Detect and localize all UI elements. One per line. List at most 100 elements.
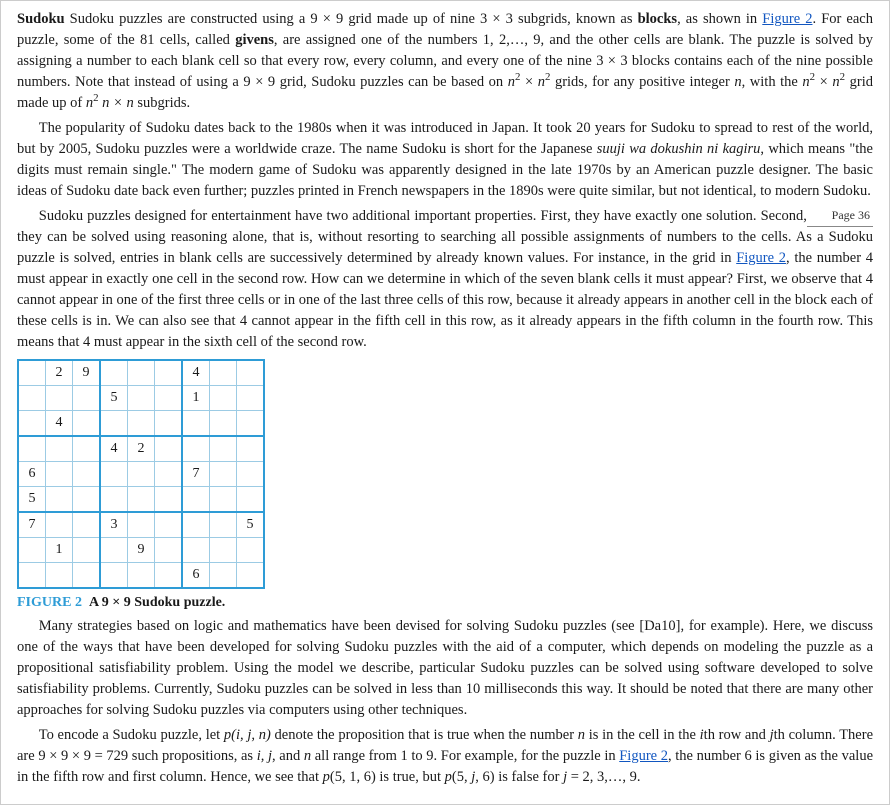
japanese-phrase: suuji wa dokushin ni kagiru: [597, 141, 761, 157]
run-in-heading: Sudoku: [17, 11, 65, 27]
sudoku-cell: [128, 386, 155, 411]
sudoku-cell: [46, 436, 73, 462]
prop-pijn: p(i, j, n): [224, 727, 271, 743]
sudoku-cell: [128, 462, 155, 487]
sudoku-cell: [210, 538, 237, 563]
sudoku-cell: 2: [46, 360, 73, 386]
sudoku-cell: [237, 436, 265, 462]
sudoku-cell: 4: [46, 411, 73, 437]
sudoku-cell: [155, 563, 183, 589]
sudoku-cell: [182, 487, 210, 513]
sudoku-cell: [210, 462, 237, 487]
sudoku-cell: [128, 411, 155, 437]
sudoku-cell: [18, 538, 46, 563]
term-givens: givens: [235, 32, 274, 48]
sudoku-cell: [155, 411, 183, 437]
para-properties: Page 36 Sudoku puzzles designed for ente…: [17, 206, 873, 353]
sudoku-cell: 2: [128, 436, 155, 462]
sudoku-cell: [155, 386, 183, 411]
sudoku-cell: [155, 487, 183, 513]
textbook-page: Sudoku Sudoku puzzles are constructed us…: [0, 0, 890, 805]
sudoku-cell: [155, 462, 183, 487]
sudoku-cell: [128, 563, 155, 589]
sudoku-cell: [100, 538, 128, 563]
sudoku-cell: [182, 538, 210, 563]
sudoku-cell: [73, 436, 101, 462]
sudoku-cell: [128, 487, 155, 513]
sudoku-cell: [73, 563, 101, 589]
sudoku-cell: [237, 563, 265, 589]
sudoku-cell: [155, 538, 183, 563]
page-number-badge: Page 36: [807, 206, 873, 226]
sudoku-cell: [46, 462, 73, 487]
sudoku-cell: [73, 512, 101, 538]
sudoku-cell: 1: [46, 538, 73, 563]
sudoku-cell: [46, 487, 73, 513]
sudoku-cell: [73, 462, 101, 487]
sudoku-cell: [100, 360, 128, 386]
sudoku-cell: [100, 462, 128, 487]
sudoku-cell: [182, 512, 210, 538]
sudoku-cell: [237, 386, 265, 411]
sudoku-cell: 4: [100, 436, 128, 462]
sudoku-cell: [210, 512, 237, 538]
sudoku-cell: [18, 360, 46, 386]
sudoku-cell: [100, 411, 128, 437]
sudoku-cell: [18, 436, 46, 462]
para-history: The popularity of Sudoku dates back to t…: [17, 118, 873, 202]
sudoku-cell: [73, 487, 101, 513]
sudoku-cell: [73, 411, 101, 437]
sudoku-cell: [100, 563, 128, 589]
sudoku-cell: 6: [18, 462, 46, 487]
sudoku-cell: [46, 563, 73, 589]
sudoku-cell: 5: [100, 386, 128, 411]
sudoku-cell: [128, 360, 155, 386]
sudoku-cell: 5: [18, 487, 46, 513]
figure-caption: FIGURE 2 A 9 × 9 Sudoku puzzle.: [17, 593, 873, 613]
sudoku-cell: [237, 462, 265, 487]
sudoku-cell: [73, 386, 101, 411]
sudoku-cell: [18, 411, 46, 437]
sudoku-cell: 9: [73, 360, 101, 386]
sudoku-cell: [128, 512, 155, 538]
sudoku-cell: 7: [18, 512, 46, 538]
sudoku-cell: [18, 386, 46, 411]
sudoku-cell: [155, 436, 183, 462]
para-sudoku-intro: Sudoku Sudoku puzzles are constructed us…: [17, 9, 873, 114]
sudoku-cell: [182, 411, 210, 437]
sudoku-cell: [73, 538, 101, 563]
sudoku-cell: [100, 487, 128, 513]
figure-caption-text: A 9 × 9 Sudoku puzzle.: [89, 595, 225, 610]
sudoku-cell: [210, 487, 237, 513]
sudoku-cell: 7: [182, 462, 210, 487]
figure-2-link[interactable]: Figure 2: [619, 748, 668, 764]
sudoku-cell: 3: [100, 512, 128, 538]
sudoku-cell: 9: [128, 538, 155, 563]
sudoku-figure: 29451442675735196 FIGURE 2 A 9 × 9 Sudok…: [17, 359, 873, 613]
para-encoding: To encode a Sudoku puzzle, let p(i, j, n…: [17, 725, 873, 788]
sudoku-cell: [237, 538, 265, 563]
sudoku-cell: [46, 512, 73, 538]
sudoku-cell: [210, 386, 237, 411]
sudoku-cell: [182, 436, 210, 462]
sudoku-cell: [237, 360, 265, 386]
sudoku-cell: [210, 411, 237, 437]
figure-label: FIGURE 2: [17, 595, 82, 610]
sudoku-cell: 1: [182, 386, 210, 411]
figure-2-link[interactable]: Figure 2: [762, 11, 812, 27]
sudoku-cell: [155, 360, 183, 386]
sudoku-cell: 5: [237, 512, 265, 538]
figure-2-link[interactable]: Figure 2: [736, 250, 786, 266]
sudoku-cell: [237, 411, 265, 437]
para-strategies: Many strategies based on logic and mathe…: [17, 616, 873, 721]
sudoku-cell: [210, 436, 237, 462]
sudoku-grid: 29451442675735196: [17, 359, 265, 589]
sudoku-cell: 6: [182, 563, 210, 589]
sudoku-cell: [155, 512, 183, 538]
term-blocks: blocks: [638, 11, 678, 27]
sudoku-cell: [18, 563, 46, 589]
sudoku-cell: [46, 386, 73, 411]
sudoku-cell: [210, 563, 237, 589]
sudoku-cell: [210, 360, 237, 386]
sudoku-cell: 4: [182, 360, 210, 386]
